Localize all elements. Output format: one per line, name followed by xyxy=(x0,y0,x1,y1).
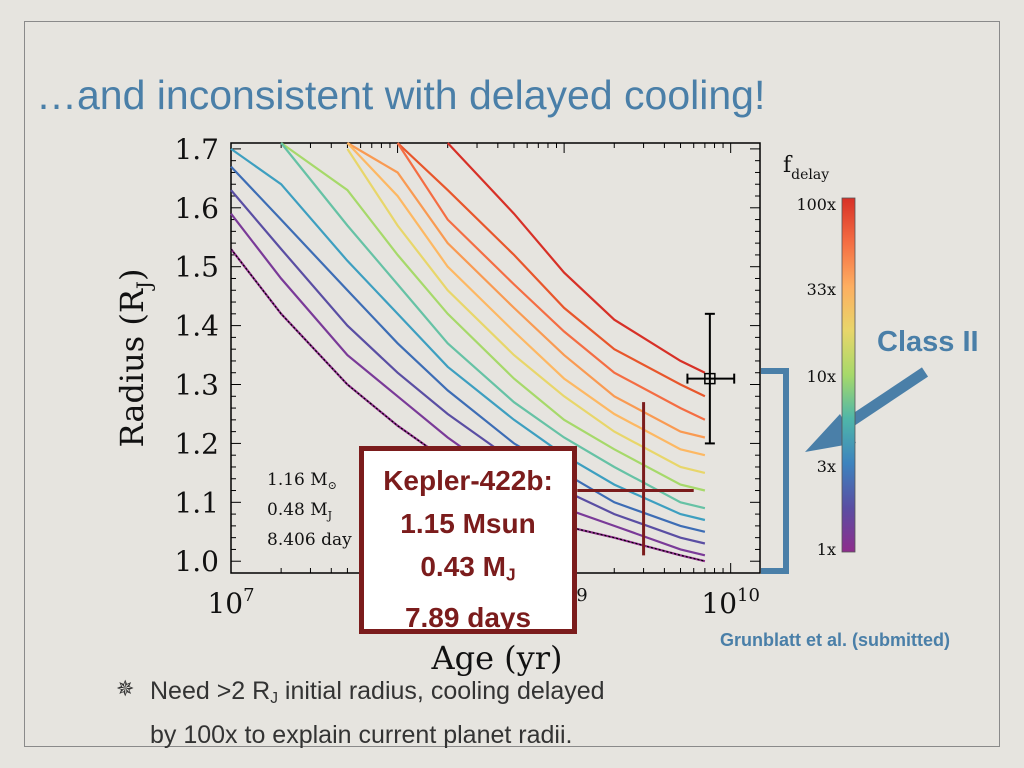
bullet-line-1: Need >2 RJ initial radius, cooling delay… xyxy=(150,677,605,707)
kepler-period: 7.89 days xyxy=(404,602,532,634)
y-tick-label: 1.7 xyxy=(174,133,219,166)
observation-marker xyxy=(704,372,716,385)
citation: Grunblatt et al. (submitted) xyxy=(720,630,951,650)
y-tick-label: 1.1 xyxy=(174,486,219,519)
kepler-mass-planet: 0.43 MJ xyxy=(420,551,516,585)
y-axis-label: Radius (RJ) xyxy=(113,269,156,448)
colorbar-tick-label: 33x xyxy=(807,280,836,299)
series-line xyxy=(396,142,706,398)
series-line xyxy=(396,142,706,421)
x-tick-label: 107 xyxy=(207,585,254,620)
kepler-name: Kepler-422b: xyxy=(383,465,553,496)
planet-label-period: 8.406 day xyxy=(267,530,352,550)
x-tick-label: 1010 xyxy=(701,585,760,620)
colorbar-title: fdelay xyxy=(783,153,829,183)
kepler-mass-star: 1.15 Msun xyxy=(400,508,536,539)
series-line xyxy=(230,189,706,545)
class-ii-bracket xyxy=(761,368,789,574)
series-line xyxy=(280,142,706,492)
kepler-422b-box: Kepler-422b: 1.15 Msun 0.43 MJ 7.89 days xyxy=(359,446,577,634)
slide-frame xyxy=(24,21,1000,747)
colorbar-tick-label: 3x xyxy=(817,457,836,476)
series-line xyxy=(346,142,706,439)
series-line xyxy=(446,142,706,374)
slide-title: …and inconsistent with delayed cooling! xyxy=(36,72,766,118)
y-tick-label: 1.0 xyxy=(174,545,219,578)
y-tick-label: 1.6 xyxy=(174,192,219,225)
bullet-icon: ✵ xyxy=(116,676,135,701)
colorbar-gradient xyxy=(841,197,856,553)
bullet-line-2: by 100x to explain current planet radii. xyxy=(150,720,573,749)
y-tick-label: 1.5 xyxy=(174,251,219,284)
series-line xyxy=(346,148,706,474)
series-line xyxy=(230,165,706,533)
class-ii-label: Class II xyxy=(877,326,979,358)
planet-label-mass-star: 1.16 M⊙ xyxy=(267,470,337,492)
x-axis-label: Age (yr) xyxy=(430,639,562,677)
colorbar-tick-label: 10x xyxy=(807,367,836,386)
bullet-text: Need >2 RJ initial radius, cooling delay… xyxy=(150,673,810,753)
planet-label-mass-planet: 0.48 MJ xyxy=(267,500,332,522)
y-tick-label: 1.2 xyxy=(174,427,219,460)
y-tick-label: 1.4 xyxy=(174,310,219,343)
series-line xyxy=(230,148,706,522)
series-line xyxy=(346,142,706,457)
y-tick-label: 1.3 xyxy=(174,369,219,402)
colorbar-tick-label: 100x xyxy=(796,195,836,214)
colorbar-tick-label: 1x xyxy=(817,540,836,559)
